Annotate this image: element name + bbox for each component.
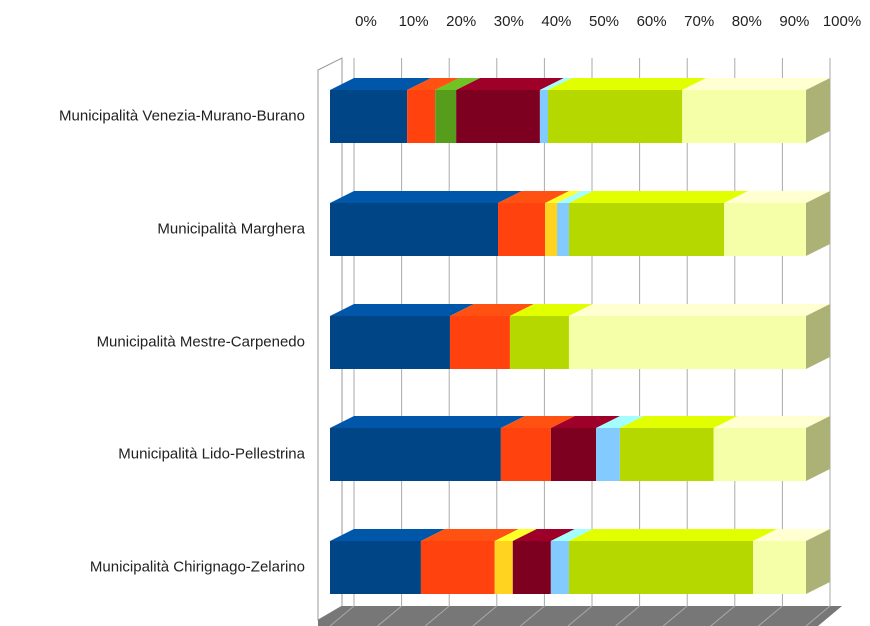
bar-side — [806, 191, 830, 256]
bar-top — [557, 191, 593, 203]
bar — [498, 203, 546, 256]
bar — [550, 541, 569, 594]
bar-side — [806, 78, 830, 143]
bar-top — [420, 529, 519, 541]
bar-top — [330, 529, 445, 541]
floor-grid-line — [424, 605, 450, 626]
y-tick-label: Municipalità Lido-Pellestrina — [118, 445, 305, 462]
bar — [449, 316, 510, 369]
bar-top — [568, 191, 749, 203]
bar-top — [545, 191, 582, 203]
bar-top — [550, 529, 593, 541]
bar — [545, 203, 558, 256]
bar-top — [568, 304, 830, 316]
bar — [568, 316, 806, 369]
bar — [619, 428, 714, 481]
bar — [539, 90, 549, 143]
bar — [568, 541, 754, 594]
x-tick-label: 60% — [637, 13, 667, 30]
bar-top — [539, 78, 573, 90]
bar-side — [806, 304, 830, 369]
bar — [568, 203, 725, 256]
bar-side — [806, 529, 830, 594]
bar-top — [330, 191, 523, 203]
floor-grid-line — [615, 605, 640, 626]
bar-top — [456, 78, 564, 90]
floor-grid-line — [520, 605, 545, 626]
bar-top — [407, 78, 460, 90]
x-tick-label: 20% — [446, 13, 476, 30]
x-tick-label: 40% — [541, 13, 571, 30]
bar — [724, 203, 806, 256]
bar — [435, 90, 457, 143]
bar-top — [330, 416, 525, 428]
bar — [713, 428, 806, 481]
floor-grid-line — [758, 605, 783, 626]
bar — [420, 541, 495, 594]
bar — [753, 541, 806, 594]
floor-grid-line — [329, 605, 355, 626]
bar — [494, 541, 513, 594]
floor-grid-line — [567, 605, 593, 626]
bar — [682, 90, 806, 143]
bar-top — [498, 191, 570, 203]
bar — [557, 203, 569, 256]
bar — [500, 428, 551, 481]
floor-grid-line — [377, 605, 402, 626]
x-tick-label: 50% — [589, 13, 619, 30]
floor-grid-line — [662, 605, 688, 626]
bar-top — [682, 78, 830, 90]
y-tick-label: Municipalità Mestre-Carpenedo — [97, 333, 305, 350]
bar-top — [619, 416, 738, 428]
bar — [456, 90, 540, 143]
bar — [330, 90, 408, 143]
bar-top — [449, 304, 534, 316]
bar — [512, 541, 551, 594]
bar-top — [548, 78, 707, 90]
y-tick-label: Municipalità Marghera — [157, 220, 305, 237]
bar-top — [500, 416, 575, 428]
bar-top — [713, 416, 830, 428]
bar-top — [724, 191, 830, 203]
bar — [596, 428, 620, 481]
bar-top — [568, 529, 778, 541]
bar-top — [330, 304, 474, 316]
floor-grid-line — [710, 605, 736, 626]
bar — [509, 316, 569, 369]
floor-grid-line — [805, 605, 831, 626]
x-tick-label: 10% — [399, 13, 429, 30]
floor-grid-line — [472, 605, 498, 626]
bar-top — [435, 78, 481, 90]
bar — [407, 90, 436, 143]
x-tick-label: 80% — [732, 13, 762, 30]
bar — [330, 541, 421, 594]
bar-top — [753, 529, 830, 541]
bar-top — [330, 78, 432, 90]
x-tick-label: 30% — [494, 13, 524, 30]
bar — [550, 428, 597, 481]
bar-side — [806, 416, 830, 481]
bar — [330, 428, 501, 481]
x-tick-label: 100% — [823, 13, 861, 30]
bar — [548, 90, 683, 143]
bar — [330, 316, 450, 369]
bar-top — [494, 529, 537, 541]
bar — [330, 203, 499, 256]
bar-top — [509, 304, 593, 316]
x-tick-label: 90% — [779, 13, 809, 30]
bar-top — [550, 416, 621, 428]
x-tick-label: 0% — [355, 13, 377, 30]
bar-top — [596, 416, 644, 428]
y-tick-label: Municipalità Chirignago-Zelarino — [90, 558, 305, 575]
bar-top — [512, 529, 575, 541]
y-tick-label: Municipalità Venezia-Murano-Burano — [59, 107, 305, 124]
x-tick-label: 70% — [684, 13, 714, 30]
